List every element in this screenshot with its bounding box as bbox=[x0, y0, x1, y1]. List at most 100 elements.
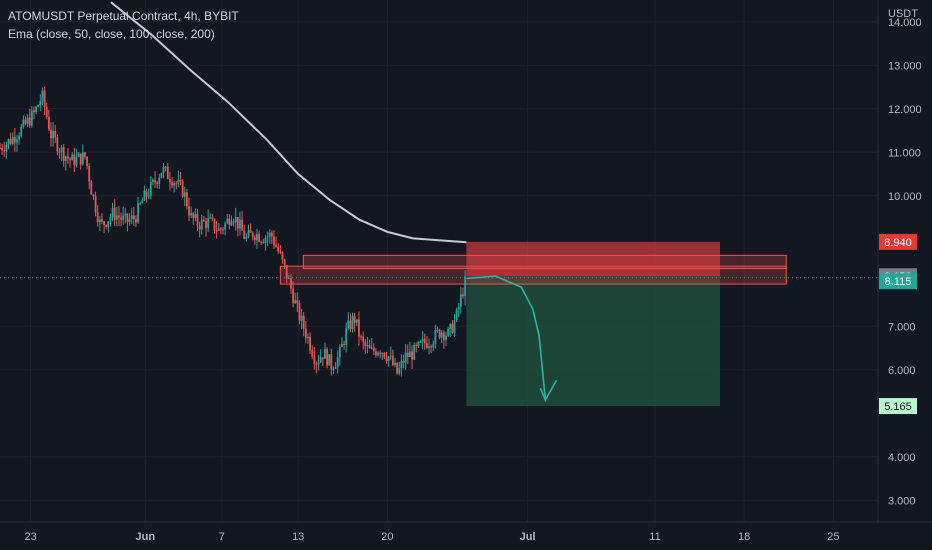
candle-body bbox=[298, 303, 301, 321]
candle-body bbox=[230, 221, 233, 226]
candle-body bbox=[317, 362, 320, 365]
zones-layer bbox=[279, 241, 787, 407]
candle-body bbox=[464, 276, 467, 297]
target-price-badge-bg bbox=[879, 398, 917, 415]
candle-body bbox=[181, 181, 184, 197]
candle-body bbox=[232, 221, 235, 223]
candle-body bbox=[54, 130, 57, 138]
candle-body bbox=[67, 156, 69, 159]
resistance-zone bbox=[279, 265, 787, 285]
candle-body bbox=[319, 357, 322, 363]
candle-body bbox=[239, 219, 241, 229]
candle-body bbox=[258, 233, 261, 242]
candle-body bbox=[455, 309, 458, 321]
candle-body bbox=[421, 338, 424, 342]
candle-body bbox=[270, 232, 273, 237]
candle-body bbox=[368, 345, 371, 349]
candle-body bbox=[222, 229, 224, 231]
candle-body bbox=[175, 183, 178, 185]
resistance-zone bbox=[302, 254, 787, 269]
candle-body bbox=[428, 346, 430, 348]
candle-body bbox=[364, 341, 367, 347]
candle-body bbox=[7, 139, 10, 145]
currency-label: USDT bbox=[888, 8, 918, 20]
candle-body bbox=[287, 278, 290, 280]
candle-body bbox=[260, 241, 263, 243]
candle-body bbox=[449, 323, 452, 330]
candle-body bbox=[173, 183, 176, 186]
candle-body bbox=[392, 355, 394, 365]
candle-body bbox=[58, 151, 61, 153]
time-tick-label: 20 bbox=[381, 531, 393, 543]
candle-body bbox=[366, 345, 369, 347]
candle-body bbox=[198, 225, 201, 230]
candle-body bbox=[383, 352, 386, 358]
candle-body bbox=[228, 218, 231, 226]
candle-body bbox=[5, 144, 8, 152]
candle-body bbox=[156, 182, 159, 184]
candle-body bbox=[47, 116, 50, 130]
candle-body bbox=[92, 194, 95, 197]
candle-body bbox=[202, 219, 205, 222]
candle-body bbox=[52, 130, 54, 139]
candle-body bbox=[18, 136, 21, 140]
candle-body bbox=[338, 346, 341, 358]
candle-body bbox=[406, 352, 409, 358]
time-tick-label: 25 bbox=[827, 531, 839, 543]
price-tick-label: 11.000 bbox=[888, 147, 921, 159]
candle-body bbox=[90, 181, 93, 195]
candle-body bbox=[434, 329, 437, 344]
candle-body bbox=[130, 215, 133, 220]
candle-body bbox=[334, 366, 337, 369]
candle-body bbox=[26, 117, 29, 124]
time-tick-label: 11 bbox=[649, 531, 660, 543]
candle-body bbox=[264, 237, 267, 243]
candle-body bbox=[398, 368, 401, 374]
candle-body bbox=[79, 153, 82, 165]
candle-body bbox=[226, 218, 229, 224]
candle-body bbox=[105, 224, 108, 227]
candle-body bbox=[247, 230, 250, 237]
candle-body bbox=[358, 319, 360, 337]
candle-body bbox=[440, 332, 443, 338]
candle-body bbox=[387, 356, 390, 361]
candle-body bbox=[215, 230, 218, 232]
current-price-badge: 8.115 bbox=[885, 276, 912, 288]
candle-body bbox=[45, 106, 48, 117]
indicator-label[interactable]: Ema (close, 50, close, 100, close, 200) bbox=[8, 27, 215, 41]
candle-body bbox=[143, 190, 146, 201]
candle-body bbox=[262, 241, 265, 243]
candle-body bbox=[245, 236, 248, 239]
candle-body bbox=[30, 110, 33, 126]
candle-body bbox=[315, 363, 318, 365]
candle-body bbox=[328, 354, 331, 366]
candle-body bbox=[266, 236, 269, 238]
stop-loss-zone bbox=[466, 241, 720, 277]
symbol-title[interactable]: ATOMUSDT Perpetual Contract, 4h, BYBIT bbox=[8, 9, 239, 23]
candle-body bbox=[33, 110, 35, 113]
candle-body bbox=[86, 156, 88, 167]
candle-body bbox=[332, 368, 335, 370]
price-tick-label: 10.000 bbox=[888, 191, 922, 203]
candle-body bbox=[336, 357, 339, 367]
candle-body bbox=[349, 320, 352, 330]
ema-line bbox=[110, 1, 467, 244]
time-axis[interactable]: 23 Jun 7 13 20 Jul 11 18 25 bbox=[0, 521, 932, 543]
candle-body bbox=[77, 153, 80, 157]
candle-body bbox=[149, 182, 152, 196]
candle-body bbox=[171, 182, 173, 186]
candle-body bbox=[9, 139, 12, 144]
candle-body bbox=[430, 346, 433, 348]
candle-body bbox=[389, 355, 392, 357]
candle-body bbox=[185, 192, 188, 207]
candle-body bbox=[190, 213, 193, 216]
candle-body bbox=[379, 352, 382, 354]
candle-body bbox=[296, 299, 299, 304]
candle-body bbox=[394, 362, 396, 365]
candle-body bbox=[292, 288, 294, 304]
candle-body bbox=[457, 306, 460, 310]
candle-body bbox=[35, 106, 38, 113]
candle-body bbox=[309, 336, 311, 351]
